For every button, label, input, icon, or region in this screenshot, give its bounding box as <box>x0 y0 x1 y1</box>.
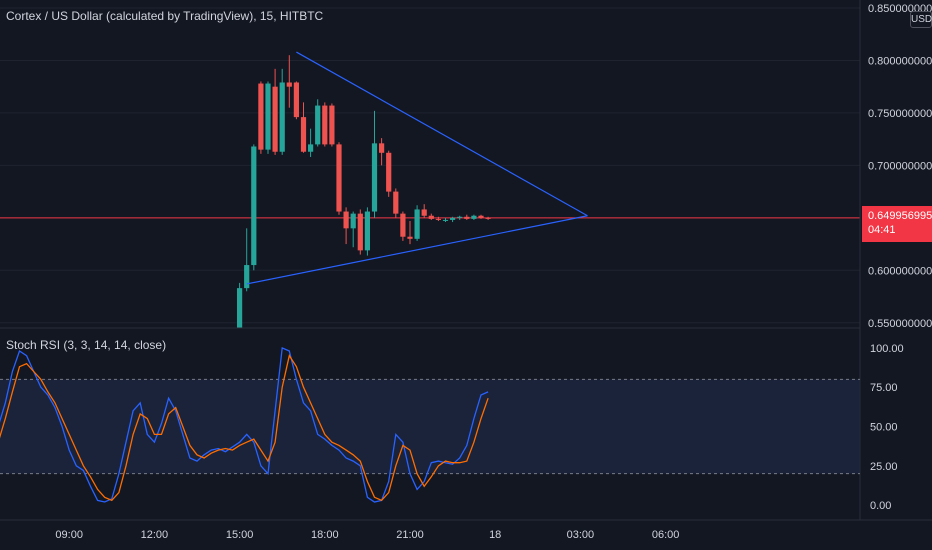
candle-bull <box>308 144 314 152</box>
time-tick-label: 09:00 <box>55 529 83 541</box>
candle-bear <box>485 217 491 219</box>
stoch-axis[interactable]: 100.00 75.00 50.00 25.00 0.00 <box>870 343 904 512</box>
stoch-rsi-pane: 100.00 75.00 50.00 25.00 0.00 <box>0 343 904 512</box>
time-tick-label: 21:00 <box>396 529 424 541</box>
candle-bull <box>450 217 456 220</box>
candle-bull <box>364 211 370 251</box>
candle-bear <box>357 213 363 251</box>
stoch-tick-label: 50.00 <box>870 422 898 434</box>
candle-bear <box>343 211 349 229</box>
candle-bull <box>237 288 243 328</box>
candle-bear <box>329 105 335 145</box>
price-pane: 0.8500000000.8000000000.7500000000.70000… <box>0 3 932 330</box>
candle-bull <box>350 213 356 229</box>
candle-bear <box>379 143 385 153</box>
current-price-tag: 0.649956995 04:41 <box>862 206 932 242</box>
current-price-value: 0.649956995 <box>868 210 932 222</box>
candle-bull <box>265 83 271 150</box>
price-grid <box>0 7 860 324</box>
candle-bear <box>400 213 406 237</box>
price-tick-label: 0.750000000 <box>868 108 932 120</box>
stoch-band-fill <box>0 379 860 474</box>
stoch-lines <box>0 346 489 503</box>
time-tick-label: 06:00 <box>652 529 680 541</box>
candle-bear <box>258 83 264 150</box>
bar-countdown: 04:41 <box>868 224 896 236</box>
candle-bear <box>386 152 392 192</box>
candle-bear <box>272 86 278 152</box>
candles <box>237 55 491 328</box>
trendline <box>246 215 588 285</box>
candle-bull <box>414 209 420 239</box>
stoch-k-line <box>0 346 489 503</box>
time-tick-label: 03:00 <box>567 529 595 541</box>
time-tick-label: 18:00 <box>311 529 339 541</box>
time-axis[interactable]: 06:0009:0012:0015:0018:0021:001803:0006:… <box>0 529 679 541</box>
candle-bear <box>478 215 484 218</box>
stoch-tick-label: 100.00 <box>870 343 904 355</box>
stoch-tick-label: 25.00 <box>870 461 898 473</box>
candle-bear <box>435 218 441 220</box>
candle-bear <box>421 209 427 216</box>
candle-bull <box>471 215 477 219</box>
currency-badge[interactable]: USD <box>910 11 932 28</box>
time-tick-label: 18 <box>489 529 501 541</box>
candle-bull <box>251 146 257 266</box>
stoch-rsi-title: Stoch RSI (3, 3, 14, 14, close) <box>6 338 166 352</box>
candle-bear <box>336 144 342 212</box>
candle-bear <box>393 191 399 214</box>
stoch-tick-label: 0.00 <box>870 500 891 512</box>
candle-bear <box>293 82 299 118</box>
price-axis[interactable]: 0.8500000000.8000000000.7500000000.70000… <box>868 3 932 330</box>
symbol-title: Cortex / US Dollar (calculated by Tradin… <box>6 9 324 23</box>
candle-bear <box>428 215 434 219</box>
time-tick-label: 15:00 <box>226 529 254 541</box>
trendline <box>296 51 588 217</box>
candle-bull <box>279 82 285 152</box>
stoch-tick-label: 75.00 <box>870 382 898 394</box>
candle-bull <box>315 105 321 145</box>
candle-bull <box>244 265 250 289</box>
price-tick-label: 0.700000000 <box>868 160 932 172</box>
candle-bear <box>464 216 470 219</box>
candle-bull <box>371 143 378 212</box>
candle-bull <box>442 219 449 221</box>
candle-bull <box>457 216 463 218</box>
triangle-trendlines[interactable] <box>246 51 588 285</box>
candle-bear <box>407 236 413 239</box>
candle-bear <box>322 105 328 145</box>
price-tick-label: 0.600000000 <box>868 265 932 277</box>
candle-bear <box>286 82 292 87</box>
candle-bear <box>300 117 307 152</box>
price-tick-label: 0.550000000 <box>868 318 932 330</box>
stoch-d-line <box>0 354 489 502</box>
price-tick-label: 0.800000000 <box>868 55 932 67</box>
time-tick-label: 12:00 <box>141 529 169 541</box>
